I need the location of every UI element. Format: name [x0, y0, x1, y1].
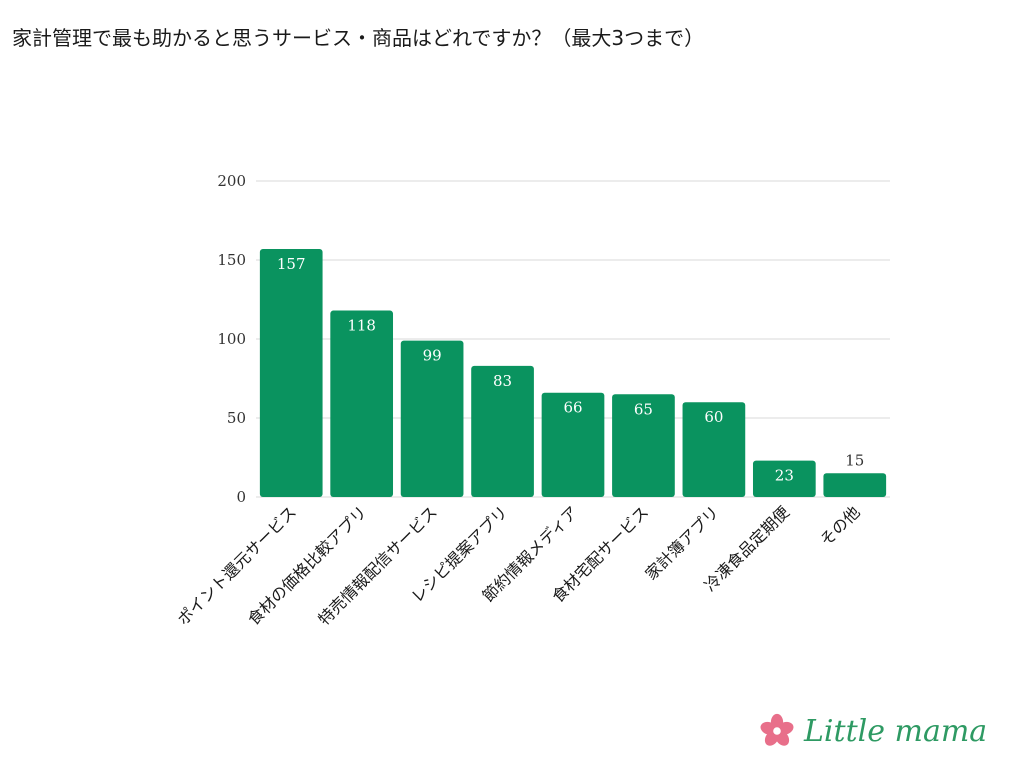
- bar: [752, 460, 816, 497]
- flower-icon: [760, 713, 794, 746]
- flower-petal: [760, 721, 778, 735]
- data-label: 157: [277, 255, 306, 273]
- x-tick-label: 食材の価格比較アプリ: [244, 502, 371, 629]
- data-label: 23: [775, 467, 794, 485]
- y-tick-label: 150: [217, 251, 246, 269]
- x-tick-label: 特売情報配信サービス: [314, 502, 441, 629]
- data-labels: 157 118 99 83 66 65 60 23 15: [277, 255, 864, 485]
- y-tick-label: 100: [217, 330, 246, 348]
- y-tick-label: 0: [236, 488, 246, 506]
- data-label: 99: [423, 347, 442, 365]
- y-tick-label: 50: [227, 409, 246, 427]
- data-label: 60: [704, 408, 723, 426]
- bar: [259, 248, 323, 497]
- bar: [682, 402, 746, 497]
- data-label: 15: [845, 451, 864, 469]
- data-label: 83: [493, 372, 512, 390]
- chart-title: 家計管理で最も助かると思うサービス・商品はどれですか？（最大3つまで）: [12, 26, 705, 50]
- x-tick-label: その他: [816, 502, 863, 549]
- bar: [541, 392, 605, 497]
- brand-name: Little mama: [804, 713, 988, 749]
- bar: [330, 310, 394, 497]
- brand-logo: Little mama: [758, 706, 1018, 756]
- bar-chart: 0 50 100 150 200 157 118 99 83 66 65 60 23 15 ポイント還元…: [173, 172, 890, 629]
- bar: [400, 340, 464, 497]
- data-label: 118: [347, 317, 376, 335]
- data-label: 65: [634, 400, 653, 418]
- y-tick-label: 200: [217, 172, 246, 190]
- data-label: 66: [563, 399, 582, 417]
- bars: [259, 248, 887, 497]
- x-tick-label: ポイント還元サービス: [173, 502, 300, 629]
- bar: [823, 473, 887, 497]
- x-axis-ticks: ポイント還元サービス食材の価格比較アプリ特売情報配信サービスレシピ提案アプリ節約…: [173, 502, 863, 629]
- y-axis-ticks: 0 50 100 150 200: [217, 172, 246, 506]
- bar: [471, 365, 534, 497]
- bar: [612, 394, 675, 497]
